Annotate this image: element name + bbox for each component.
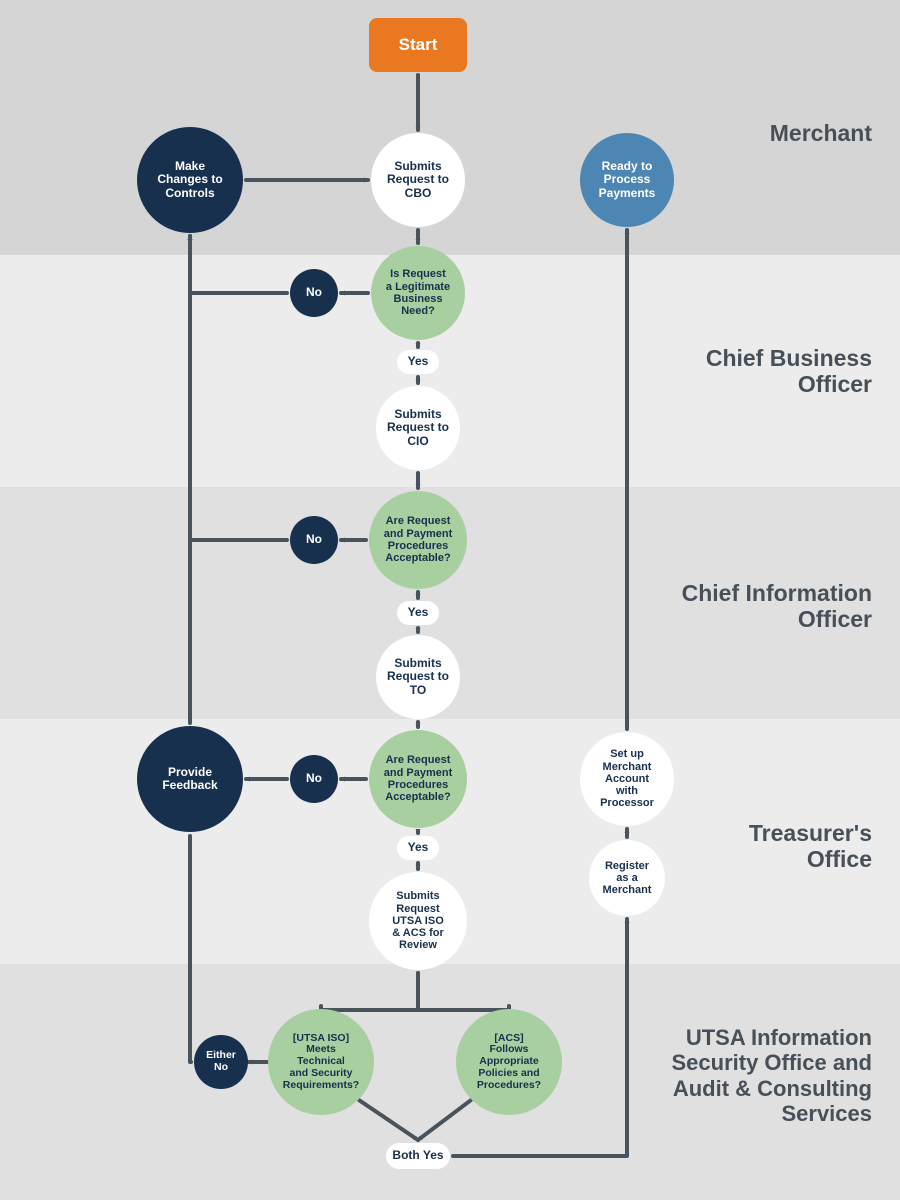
node-label: No	[300, 286, 328, 299]
node-ready: Ready toProcessPayments	[580, 133, 674, 227]
node-label: MakeChanges toControls	[151, 160, 228, 200]
swimlane-label: Chief InformationOfficer	[682, 580, 872, 633]
flowchart-stage: Merchant Chief BusinessOfficer Chief Infor…	[0, 0, 900, 1200]
node-label: Both Yes	[386, 1149, 449, 1162]
swimlane-label: Merchant	[770, 120, 872, 146]
swimlane-label: Chief BusinessOfficer	[706, 345, 872, 398]
node-start: Start	[369, 18, 467, 72]
node-label: No	[300, 772, 328, 785]
node-q_cio: Are Requestand PaymentProceduresAcceptab…	[369, 491, 467, 589]
node-label: ProvideFeedback	[156, 766, 223, 793]
node-setup: Set upMerchantAccountwithProcessor	[580, 732, 674, 826]
node-submit_cbo: SubmitsRequest toCBO	[371, 133, 465, 227]
node-label: Are Requestand PaymentProceduresAcceptab…	[378, 754, 458, 803]
node-label: [UTSA ISO]MeetsTechnicaland SecurityRequ…	[277, 1033, 365, 1092]
node-no1: No	[290, 269, 338, 317]
node-label: Are Requestand PaymentProceduresAcceptab…	[378, 515, 458, 564]
node-label: SubmitsRequest toCBO	[381, 160, 455, 200]
node-label: [ACS]FollowsAppropriatePolicies andProce…	[471, 1033, 547, 1092]
node-both_yes: Both Yes	[386, 1143, 450, 1169]
node-yes1: Yes	[397, 350, 439, 374]
node-label: Yes	[402, 606, 435, 619]
node-label: EitherNo	[200, 1050, 242, 1074]
node-yes3: Yes	[397, 836, 439, 860]
node-no2: No	[290, 516, 338, 564]
node-label: Registeras aMerchant	[597, 860, 658, 897]
node-label: Yes	[402, 841, 435, 854]
node-label: Ready toProcessPayments	[593, 160, 662, 200]
node-submit_to: SubmitsRequest toTO	[376, 635, 460, 719]
node-label: SubmitsRequestUTSA ISO& ACS forReview	[386, 890, 450, 952]
node-either_no: EitherNo	[194, 1035, 248, 1089]
node-q_to: Are Requestand PaymentProceduresAcceptab…	[369, 730, 467, 828]
swimlane-label: Treasurer'sOffice	[749, 820, 872, 873]
swimlane-label: UTSA InformationSecurity Office andAudit…	[671, 1025, 872, 1126]
node-label: SubmitsRequest toCIO	[381, 408, 455, 448]
node-q_acs: [ACS]FollowsAppropriatePolicies andProce…	[456, 1009, 562, 1115]
node-q_cbo: Is Requesta LegitimateBusinessNeed?	[371, 246, 465, 340]
node-label: No	[300, 533, 328, 546]
node-no3: No	[290, 755, 338, 803]
node-label: SubmitsRequest toTO	[381, 657, 455, 697]
node-q_iso: [UTSA ISO]MeetsTechnicaland SecurityRequ…	[268, 1009, 374, 1115]
node-label: Is Requesta LegitimateBusinessNeed?	[380, 268, 456, 317]
node-label: Start	[393, 35, 444, 54]
node-label: Yes	[402, 355, 435, 368]
node-register: Registeras aMerchant	[589, 840, 665, 916]
node-feedback: ProvideFeedback	[137, 726, 243, 832]
node-make_changes: MakeChanges toControls	[137, 127, 243, 233]
node-label: Set upMerchantAccountwithProcessor	[594, 748, 660, 810]
node-yes2: Yes	[397, 601, 439, 625]
node-submit_cio: SubmitsRequest toCIO	[376, 386, 460, 470]
node-submit_iso: SubmitsRequestUTSA ISO& ACS forReview	[369, 872, 467, 970]
